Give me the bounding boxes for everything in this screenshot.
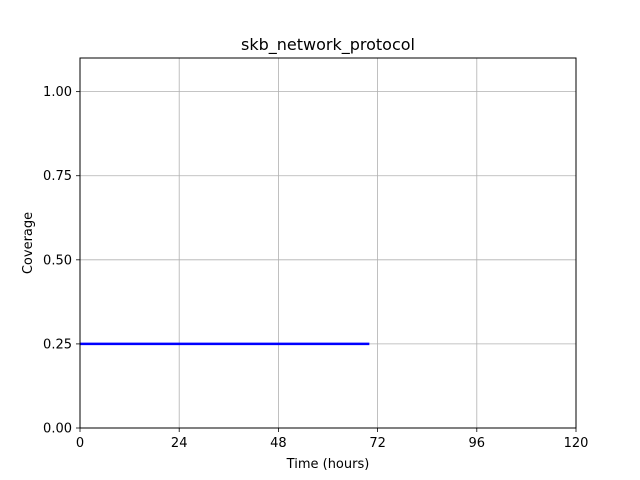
y-tick-label: 1.00 [43,85,72,100]
y-axis-label: Coverage [21,212,36,274]
x-axis-label: Time (hours) [286,457,370,472]
x-tick-label: 120 [564,436,589,451]
x-tick-label: 72 [369,436,386,451]
x-tick-label: 0 [76,436,84,451]
grid-layer [79,58,577,429]
y-tick-label: 0.50 [43,253,72,268]
y-tick-label: 0.75 [43,169,72,184]
y-tick-label: 0.25 [43,337,72,352]
x-tick-label: 48 [270,436,287,451]
plot-frame [79,57,577,429]
x-axis-ticks: 0 24 48 72 96 120 [76,428,589,451]
y-tick-label: 0.00 [43,422,72,437]
chart-title: skb_network_protocol [241,35,415,55]
y-axis-ticks: 0.00 0.25 0.50 0.75 1.00 [43,85,80,437]
x-tick-label: 96 [469,436,486,451]
x-tick-label: 24 [171,436,188,451]
